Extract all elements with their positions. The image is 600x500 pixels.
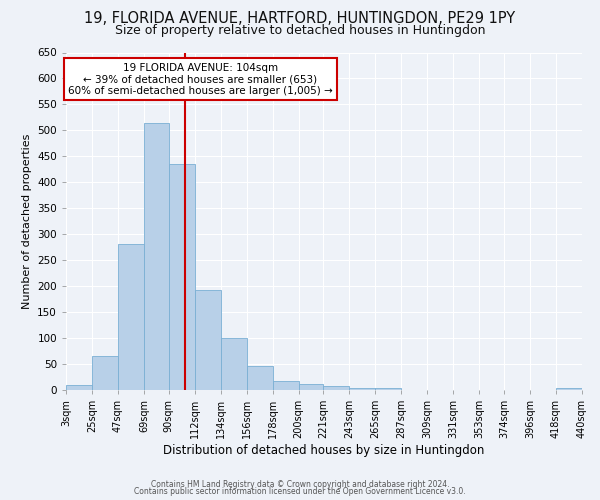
Bar: [349, 388, 376, 390]
Text: 19, FLORIDA AVENUE, HARTFORD, HUNTINGDON, PE29 1PY: 19, FLORIDA AVENUE, HARTFORD, HUNTINGDON…: [85, 11, 515, 26]
Bar: [556, 388, 582, 390]
Bar: [144, 122, 169, 390]
Text: Contains public sector information licensed under the Open Government Licence v3: Contains public sector information licen…: [134, 487, 466, 496]
Bar: [272, 380, 299, 390]
Bar: [299, 384, 323, 390]
Bar: [247, 366, 272, 390]
X-axis label: Distribution of detached houses by size in Huntingdon: Distribution of detached houses by size …: [163, 444, 485, 457]
Bar: [323, 386, 349, 390]
Bar: [195, 290, 221, 390]
Bar: [118, 244, 144, 390]
Bar: [66, 385, 92, 390]
Text: Size of property relative to detached houses in Huntingdon: Size of property relative to detached ho…: [115, 24, 485, 37]
Bar: [221, 338, 247, 390]
Bar: [169, 164, 195, 390]
Text: Contains HM Land Registry data © Crown copyright and database right 2024.: Contains HM Land Registry data © Crown c…: [151, 480, 449, 489]
Text: 19 FLORIDA AVENUE: 104sqm
← 39% of detached houses are smaller (653)
60% of semi: 19 FLORIDA AVENUE: 104sqm ← 39% of detac…: [68, 62, 332, 96]
Bar: [376, 388, 401, 390]
Bar: [92, 356, 118, 390]
Y-axis label: Number of detached properties: Number of detached properties: [22, 134, 32, 309]
